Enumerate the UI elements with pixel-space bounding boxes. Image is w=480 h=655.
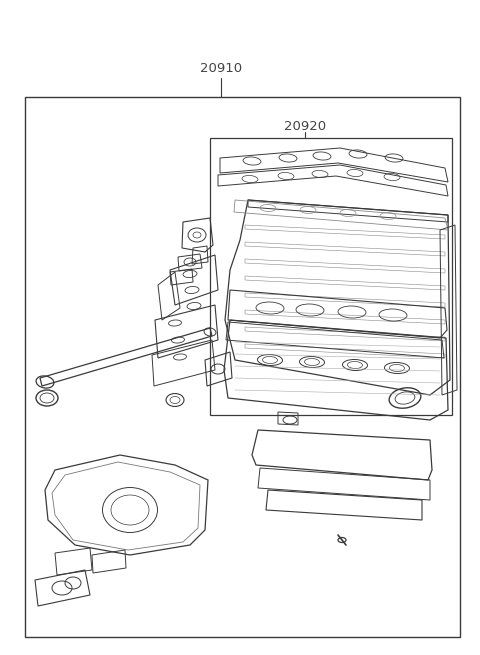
Text: 20910: 20910 [200,62,242,75]
Bar [25,97,460,637]
Text: 20920: 20920 [284,121,326,134]
Bar [210,138,452,415]
